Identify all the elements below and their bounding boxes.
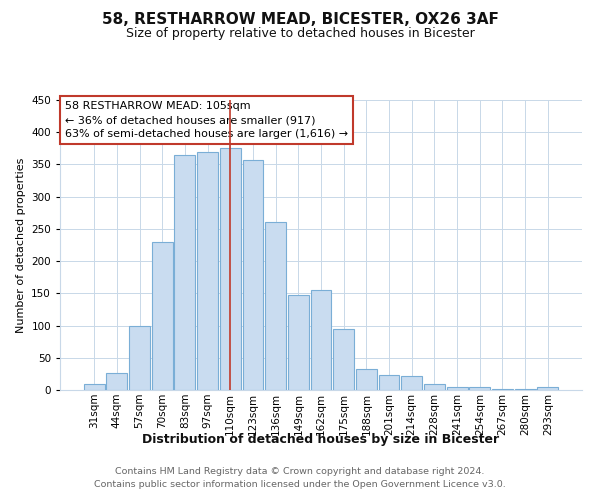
Text: Distribution of detached houses by size in Bicester: Distribution of detached houses by size … bbox=[142, 432, 500, 446]
Bar bbox=[446, 387, 467, 390]
Bar bbox=[288, 296, 309, 390]
Bar bbox=[220, 148, 241, 390]
Bar bbox=[424, 384, 445, 390]
Bar bbox=[152, 242, 173, 390]
Bar bbox=[469, 388, 490, 390]
Bar bbox=[356, 370, 377, 390]
Text: Contains public sector information licensed under the Open Government Licence v3: Contains public sector information licen… bbox=[94, 480, 506, 489]
Text: Contains HM Land Registry data © Crown copyright and database right 2024.: Contains HM Land Registry data © Crown c… bbox=[115, 468, 485, 476]
Y-axis label: Number of detached properties: Number of detached properties bbox=[16, 158, 26, 332]
Text: 58, RESTHARROW MEAD, BICESTER, OX26 3AF: 58, RESTHARROW MEAD, BICESTER, OX26 3AF bbox=[101, 12, 499, 28]
Bar bbox=[129, 326, 150, 390]
Bar bbox=[333, 329, 354, 390]
Bar bbox=[492, 388, 513, 390]
Bar bbox=[175, 155, 196, 390]
Text: Size of property relative to detached houses in Bicester: Size of property relative to detached ho… bbox=[125, 28, 475, 40]
Bar bbox=[379, 374, 400, 390]
Bar bbox=[197, 152, 218, 390]
Bar bbox=[84, 384, 104, 390]
Text: 58 RESTHARROW MEAD: 105sqm
← 36% of detached houses are smaller (917)
63% of sem: 58 RESTHARROW MEAD: 105sqm ← 36% of deta… bbox=[65, 102, 349, 140]
Bar bbox=[401, 376, 422, 390]
Bar bbox=[265, 222, 286, 390]
Bar bbox=[538, 388, 558, 390]
Bar bbox=[106, 372, 127, 390]
Bar bbox=[515, 388, 536, 390]
Bar bbox=[311, 290, 331, 390]
Bar bbox=[242, 160, 263, 390]
